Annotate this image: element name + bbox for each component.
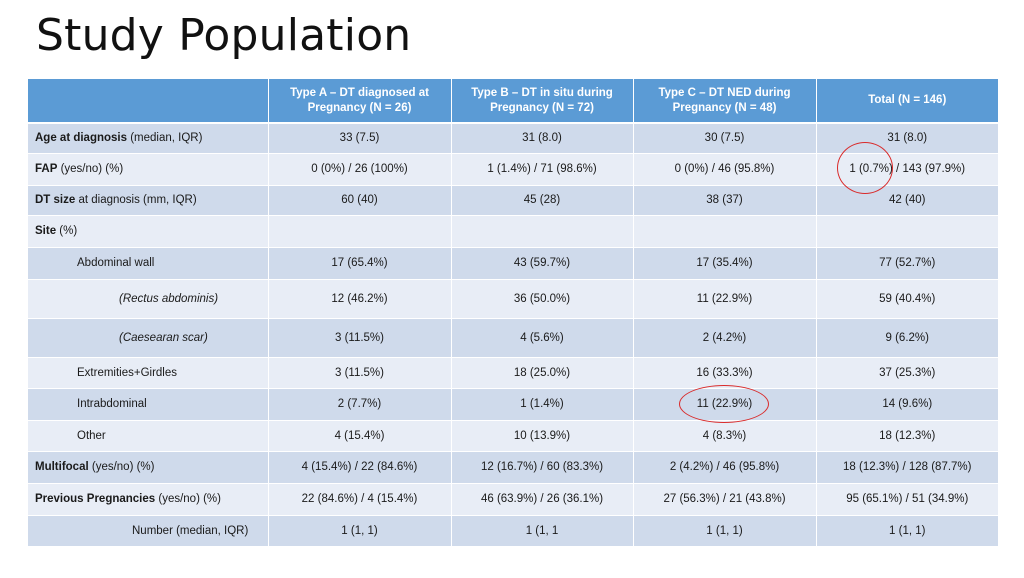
cell-type-b: 1 (1.4%) [451,388,634,421]
row-label: Age at diagnosis (median, IQR) [28,123,269,154]
row-label: Abdominal wall [28,247,269,280]
row-extremities-girdles: Extremities+Girdles 3 (11.5%) 18 (25.0%)… [28,357,998,389]
cell-total: 59 (40.4%) [816,279,998,319]
cell-total: 18 (12.3%) [816,420,998,452]
cell-type-b: 10 (13.9%) [451,420,634,452]
row-label: (Caesearan scar) [28,318,269,358]
cell-type-b: 46 (63.9%) / 26 (36.1%) [451,483,634,516]
row-fap: FAP (yes/no) (%) 0 (0%) / 26 (100%) 1 (1… [28,153,998,186]
cell-type-b: 12 (16.7%) / 60 (83.3%) [451,451,634,484]
row-age-at-diagnosis: Age at diagnosis (median, IQR) 33 (7.5) … [28,123,998,154]
cell-type-b: 45 (28) [451,185,634,216]
row-label: DT size at diagnosis (mm, IQR) [28,185,269,216]
cell-type-c [633,215,817,248]
cell-type-b: 31 (8.0) [451,123,634,154]
header-type-b: Type B – DT in situ during Pregnancy (N … [451,79,634,124]
row-label: Intrabdominal [28,388,269,421]
cell-type-a: 60 (40) [268,185,452,216]
row-label: Previous Pregnancies (yes/no) (%) [28,483,269,516]
cell-type-b: 1 (1.4%) / 71 (98.6%) [451,153,634,186]
cell-type-b: 43 (59.7%) [451,247,634,280]
cell-type-a: 1 (1, 1) [268,515,452,547]
cell-type-b: 1 (1, 1 [451,515,634,547]
header-total: Total (N = 146) [816,79,998,124]
cell-type-c: 11 (22.9%) [633,279,817,319]
cell-type-b: 18 (25.0%) [451,357,634,389]
cell-type-a: 33 (7.5) [268,123,452,154]
row-rectus-abdominis: (Rectus abdominis) 12 (46.2%) 36 (50.0%)… [28,279,998,319]
row-label: (Rectus abdominis) [28,279,269,319]
cell-type-c: 2 (4.2%) [633,318,817,358]
row-intrabdominal: Intrabdominal 2 (7.7%) 1 (1.4%) 11 (22.9… [28,388,998,421]
cell-total: 14 (9.6%) [816,388,998,421]
row-other: Other 4 (15.4%) 10 (13.9%) 4 (8.3%) 18 (… [28,420,998,452]
header-row: Type A – DT diagnosed at Pregnancy (N = … [28,79,998,124]
cell-type-c: 0 (0%) / 46 (95.8%) [633,153,817,186]
cell-type-a: 4 (15.4%) [268,420,452,452]
cell-type-c: 1 (1, 1) [633,515,817,547]
cell-type-c: 27 (56.3%) / 21 (43.8%) [633,483,817,516]
cell-type-c: 16 (33.3%) [633,357,817,389]
slide-title: Study Population [36,10,412,61]
row-label: Extremities+Girdles [28,357,269,389]
cell-total: 18 (12.3%) / 128 (87.7%) [816,451,998,484]
cell-type-a: 17 (65.4%) [268,247,452,280]
row-label: Number (median, IQR) [28,515,269,547]
cell-type-a: 2 (7.7%) [268,388,452,421]
cell-type-c: 11 (22.9%) [633,388,817,421]
cell-type-a: 22 (84.6%) / 4 (15.4%) [268,483,452,516]
row-previous-pregnancies: Previous Pregnancies (yes/no) (%) 22 (84… [28,483,998,516]
row-label: Other [28,420,269,452]
cell-type-c: 4 (8.3%) [633,420,817,452]
header-blank [28,79,269,124]
cell-total: 95 (65.1%) / 51 (34.9%) [816,483,998,516]
row-label: Site (%) [28,215,269,248]
cell-type-a: 3 (11.5%) [268,357,452,389]
header-type-a: Type A – DT diagnosed at Pregnancy (N = … [268,79,452,124]
row-number-pregnancies: Number (median, IQR) 1 (1, 1) 1 (1, 1 1 … [28,515,998,547]
cell-type-b: 36 (50.0%) [451,279,634,319]
cell-total: 42 (40) [816,185,998,216]
cell-total: 1 (0.7%) / 143 (97.9%) [816,153,998,186]
cell-type-a: 3 (11.5%) [268,318,452,358]
cell-type-c: 38 (37) [633,185,817,216]
header-type-c: Type C – DT NED during Pregnancy (N = 48… [633,79,817,124]
cell-total: 77 (52.7%) [816,247,998,280]
cell-type-a: 4 (15.4%) / 22 (84.6%) [268,451,452,484]
cell-type-a: 0 (0%) / 26 (100%) [268,153,452,186]
row-label: Multifocal (yes/no) (%) [28,451,269,484]
cell-type-c: 17 (35.4%) [633,247,817,280]
cell-total [816,215,998,248]
row-abdominal-wall: Abdominal wall 17 (65.4%) 43 (59.7%) 17 … [28,247,998,280]
row-dt-size: DT size at diagnosis (mm, IQR) 60 (40) 4… [28,185,998,216]
row-multifocal: Multifocal (yes/no) (%) 4 (15.4%) / 22 (… [28,451,998,484]
cell-type-c: 30 (7.5) [633,123,817,154]
cell-type-b [451,215,634,248]
cell-total: 31 (8.0) [816,123,998,154]
row-label: FAP (yes/no) (%) [28,153,269,186]
cell-type-c: 2 (4.2%) / 46 (95.8%) [633,451,817,484]
cell-total: 37 (25.3%) [816,357,998,389]
cell-type-a: 12 (46.2%) [268,279,452,319]
cell-type-a [268,215,452,248]
row-caesearan-scar: (Caesearan scar) 3 (11.5%) 4 (5.6%) 2 (4… [28,318,998,358]
row-site: Site (%) [28,215,998,248]
cell-total: 9 (6.2%) [816,318,998,358]
cell-type-b: 4 (5.6%) [451,318,634,358]
cell-total: 1 (1, 1) [816,515,998,547]
study-population-table: Type A – DT diagnosed at Pregnancy (N = … [28,79,998,547]
